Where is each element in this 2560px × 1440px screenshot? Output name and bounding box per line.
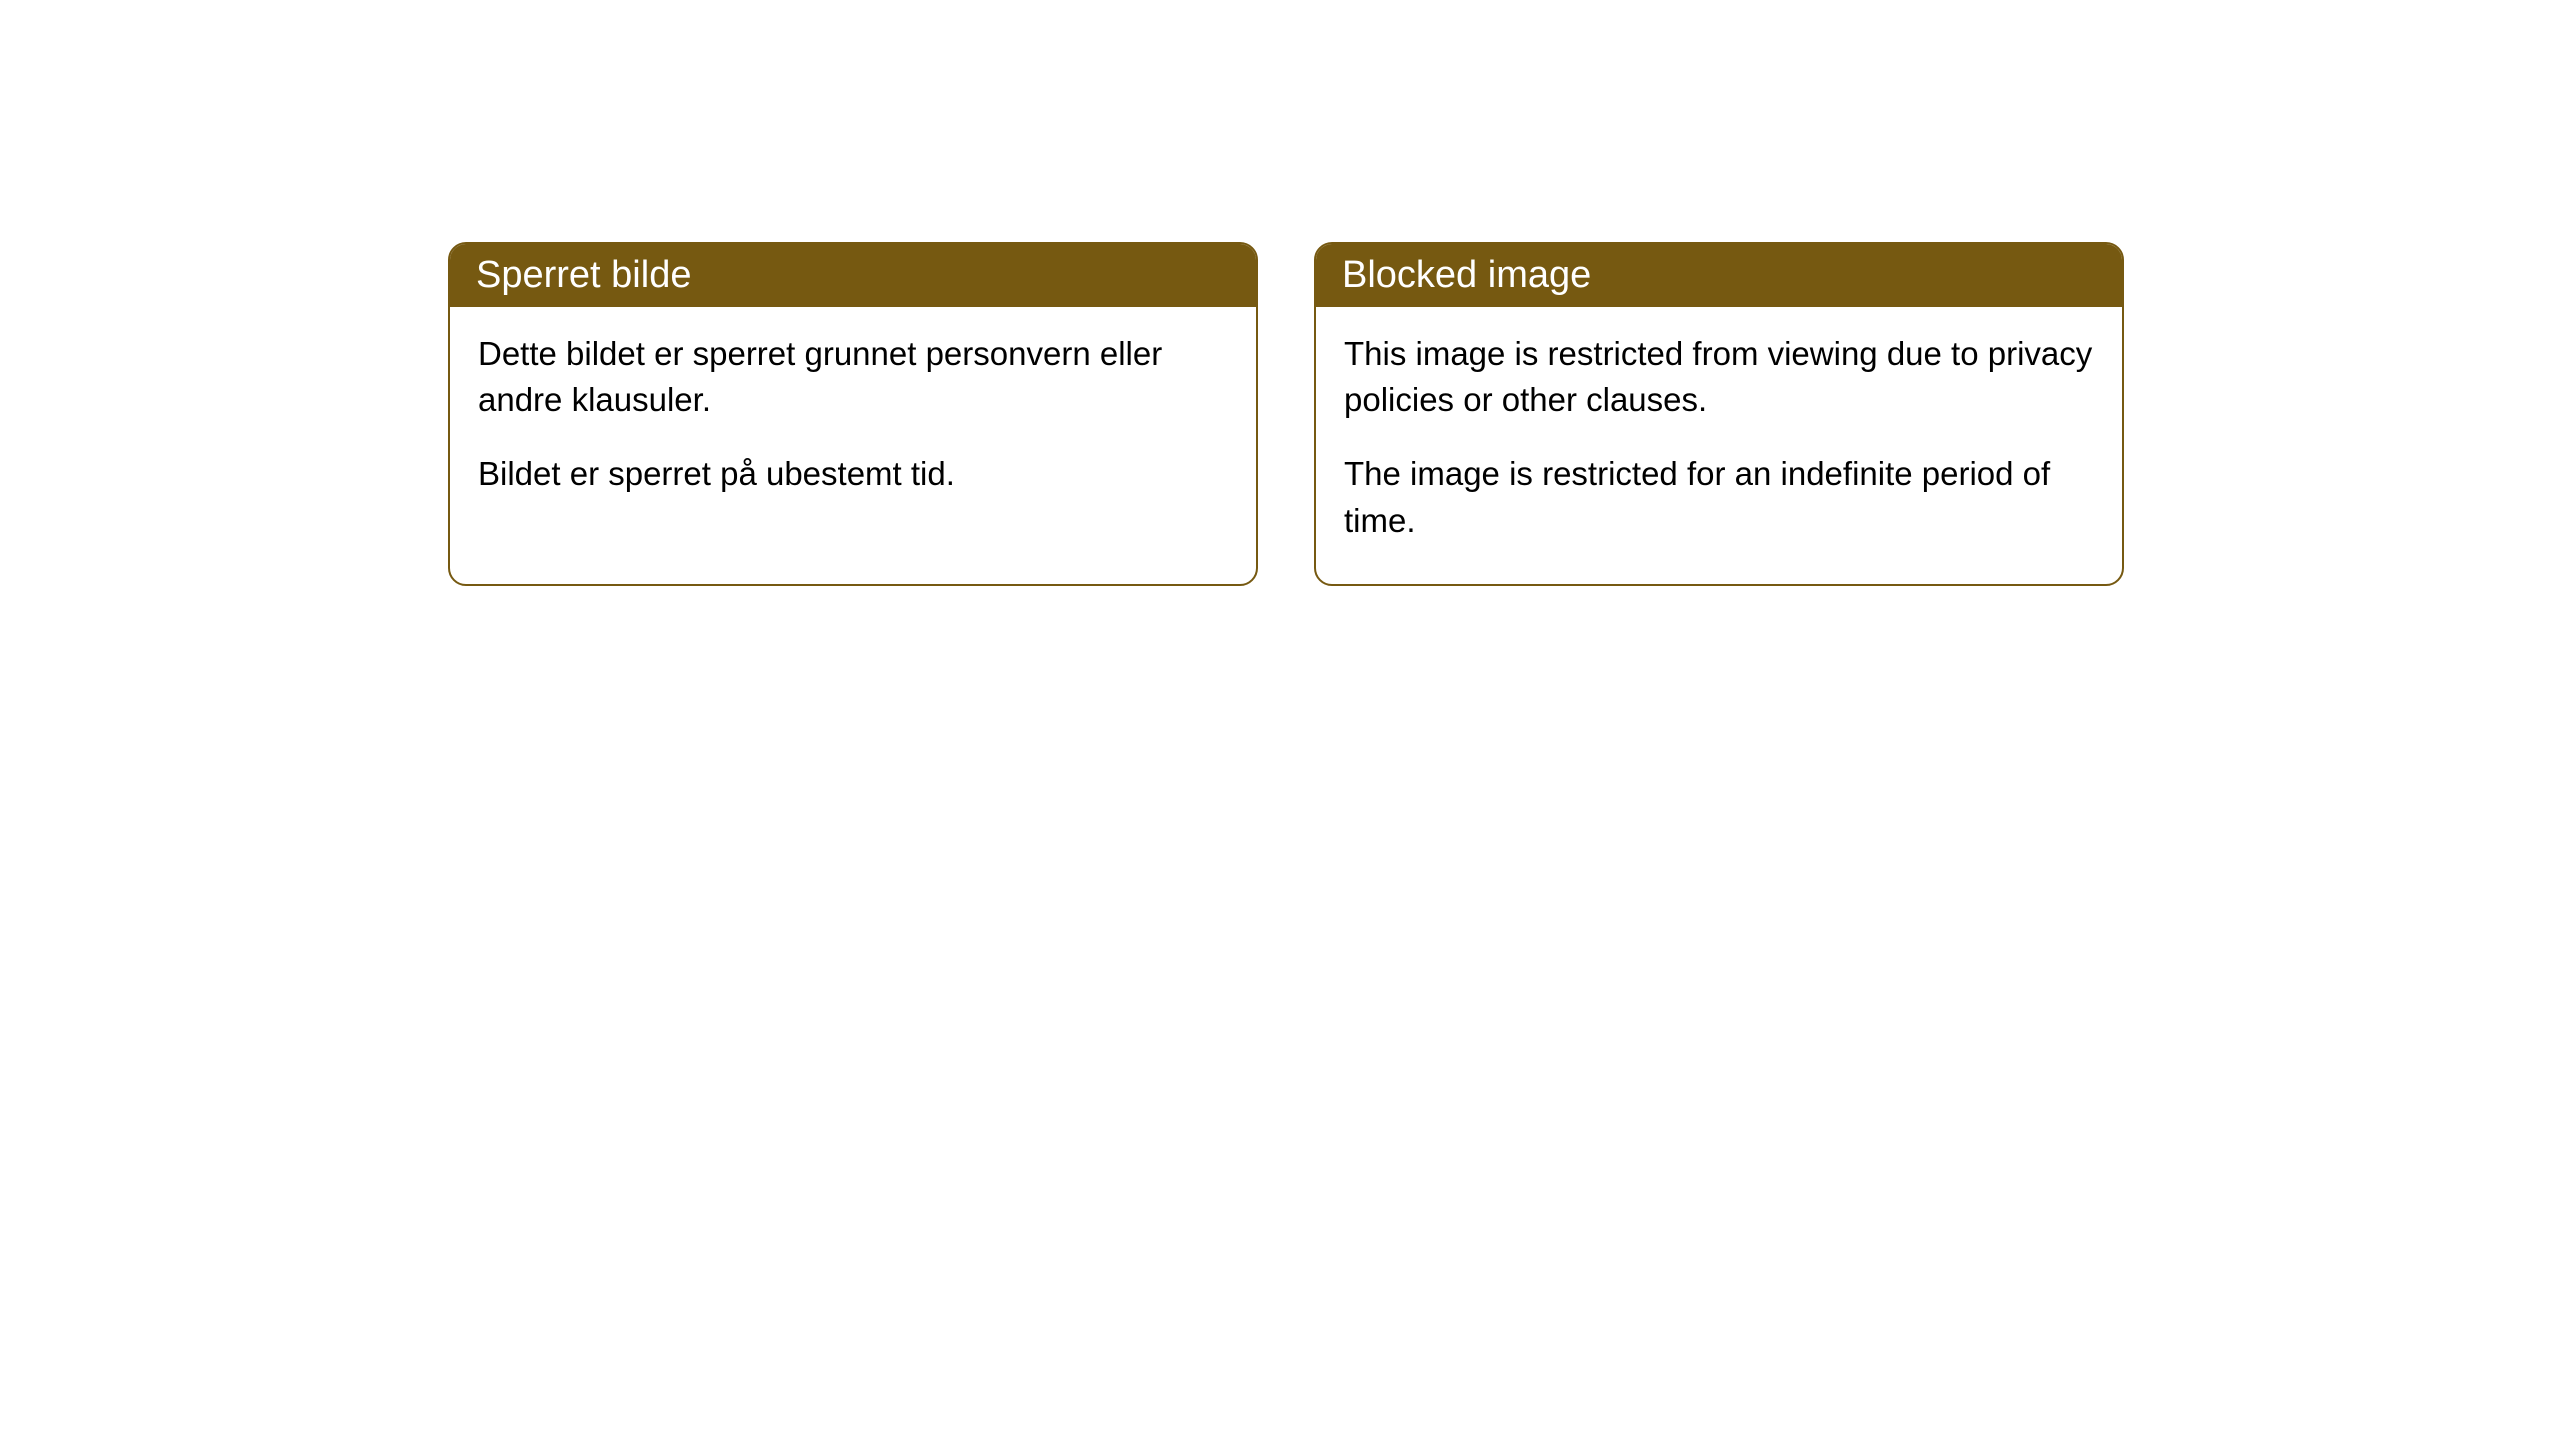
card-header-english: Blocked image [1316, 244, 2122, 307]
card-paragraph: The image is restricted for an indefinit… [1344, 451, 2094, 543]
card-english: Blocked image This image is restricted f… [1314, 242, 2124, 586]
card-paragraph: Dette bildet er sperret grunnet personve… [478, 331, 1228, 423]
card-paragraph: This image is restricted from viewing du… [1344, 331, 2094, 423]
cards-container: Sperret bilde Dette bildet er sperret gr… [448, 242, 2124, 586]
card-body-norwegian: Dette bildet er sperret grunnet personve… [450, 307, 1256, 538]
card-body-english: This image is restricted from viewing du… [1316, 307, 2122, 584]
card-title: Sperret bilde [476, 254, 691, 296]
card-title: Blocked image [1342, 254, 1591, 296]
card-norwegian: Sperret bilde Dette bildet er sperret gr… [448, 242, 1258, 586]
card-paragraph: Bildet er sperret på ubestemt tid. [478, 451, 1228, 497]
card-header-norwegian: Sperret bilde [450, 244, 1256, 307]
